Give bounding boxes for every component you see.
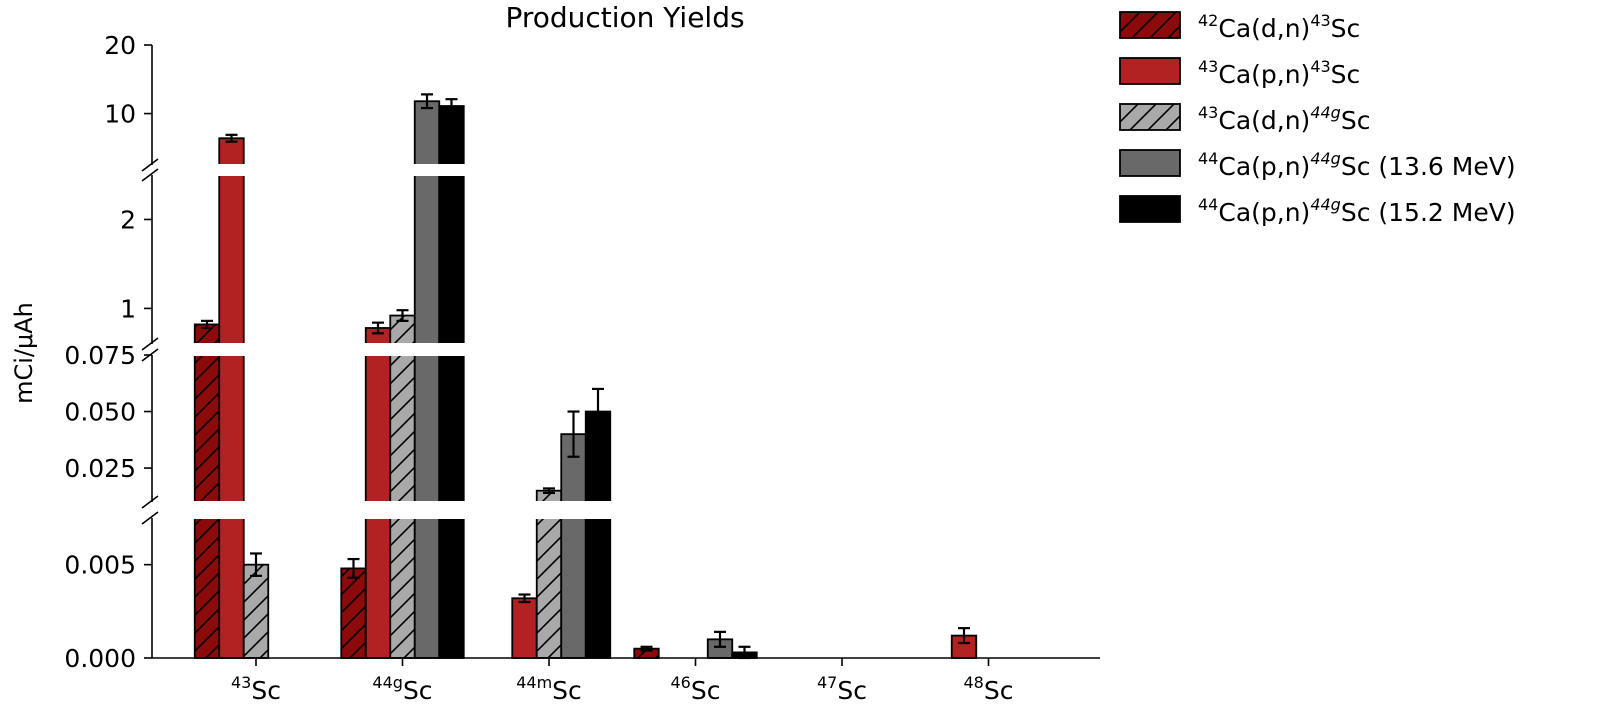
bar xyxy=(413,100,441,659)
legend-label: 43Ca(p,n)43Sc xyxy=(1198,57,1360,89)
bar xyxy=(218,137,245,659)
legend-swatch xyxy=(1119,149,1181,177)
y-tick-label: 10 xyxy=(104,100,136,129)
legend-swatch xyxy=(1119,195,1181,223)
legend-swatch-hatch xyxy=(1120,104,1180,130)
bar-hatch xyxy=(194,324,220,658)
chart-title: Production Yields xyxy=(505,1,744,34)
y-tick-label: 2 xyxy=(120,205,136,234)
legend: 42Ca(d,n)43Sc 43Ca(p,n)43Sc 43Ca(d,n)44gSc… xyxy=(1119,11,1516,227)
bar xyxy=(560,433,587,659)
legend-swatch xyxy=(1119,57,1181,85)
y-tick-label: 0.000 xyxy=(64,644,136,673)
bar-hatch xyxy=(390,315,415,658)
axis-break-mark xyxy=(141,511,159,525)
axis-break-mark xyxy=(141,337,159,351)
bar xyxy=(511,597,538,659)
bar xyxy=(364,327,392,659)
axis-break-mark xyxy=(141,158,159,172)
x-tick-label: 48Sc xyxy=(964,673,1014,705)
x-tick-label: 47Sc xyxy=(817,673,867,705)
axis-break-mark xyxy=(141,168,159,182)
legend-swatch-hatch xyxy=(1120,12,1180,38)
bar-hatch xyxy=(634,648,659,658)
y-axis-label: mCi/μAh xyxy=(10,302,38,404)
y-tick-label: 0.050 xyxy=(64,398,136,427)
y-tick-label: 0.075 xyxy=(64,341,136,370)
x-tick-label: 44mSc xyxy=(516,673,582,705)
axis-break-gap xyxy=(148,343,1104,356)
axis-break-mark xyxy=(141,495,159,509)
y-tick-label: 20 xyxy=(104,31,136,60)
legend-label: 44Ca(p,n)44gSc (13.6 MeV) xyxy=(1198,149,1516,181)
bar xyxy=(584,410,612,659)
plot-area: 0.000 0.005 0.025 0.050 0.075 1 2 10 20 43Sc 44gSc… xyxy=(64,31,1104,705)
bar xyxy=(438,105,465,659)
y-tick-label: 1 xyxy=(120,294,136,323)
axis-break-gap xyxy=(148,164,1104,176)
bar-hatch xyxy=(243,564,269,658)
y-tick-label: 0.025 xyxy=(64,454,136,483)
x-tick-label: 43Sc xyxy=(231,673,281,705)
x-tick-label: 46Sc xyxy=(671,673,721,705)
x-tick-label: 44gSc xyxy=(372,673,432,705)
legend-label: 42Ca(d,n)43Sc xyxy=(1198,11,1360,43)
y-tick-label: 0.005 xyxy=(64,551,136,580)
bar-hatch xyxy=(341,568,366,658)
legend-label: 43Ca(d,n)44gSc xyxy=(1198,103,1370,135)
axis-break-gap xyxy=(148,501,1104,519)
legend-label: 44Ca(p,n)44gSc (15.2 MeV) xyxy=(1198,195,1516,227)
